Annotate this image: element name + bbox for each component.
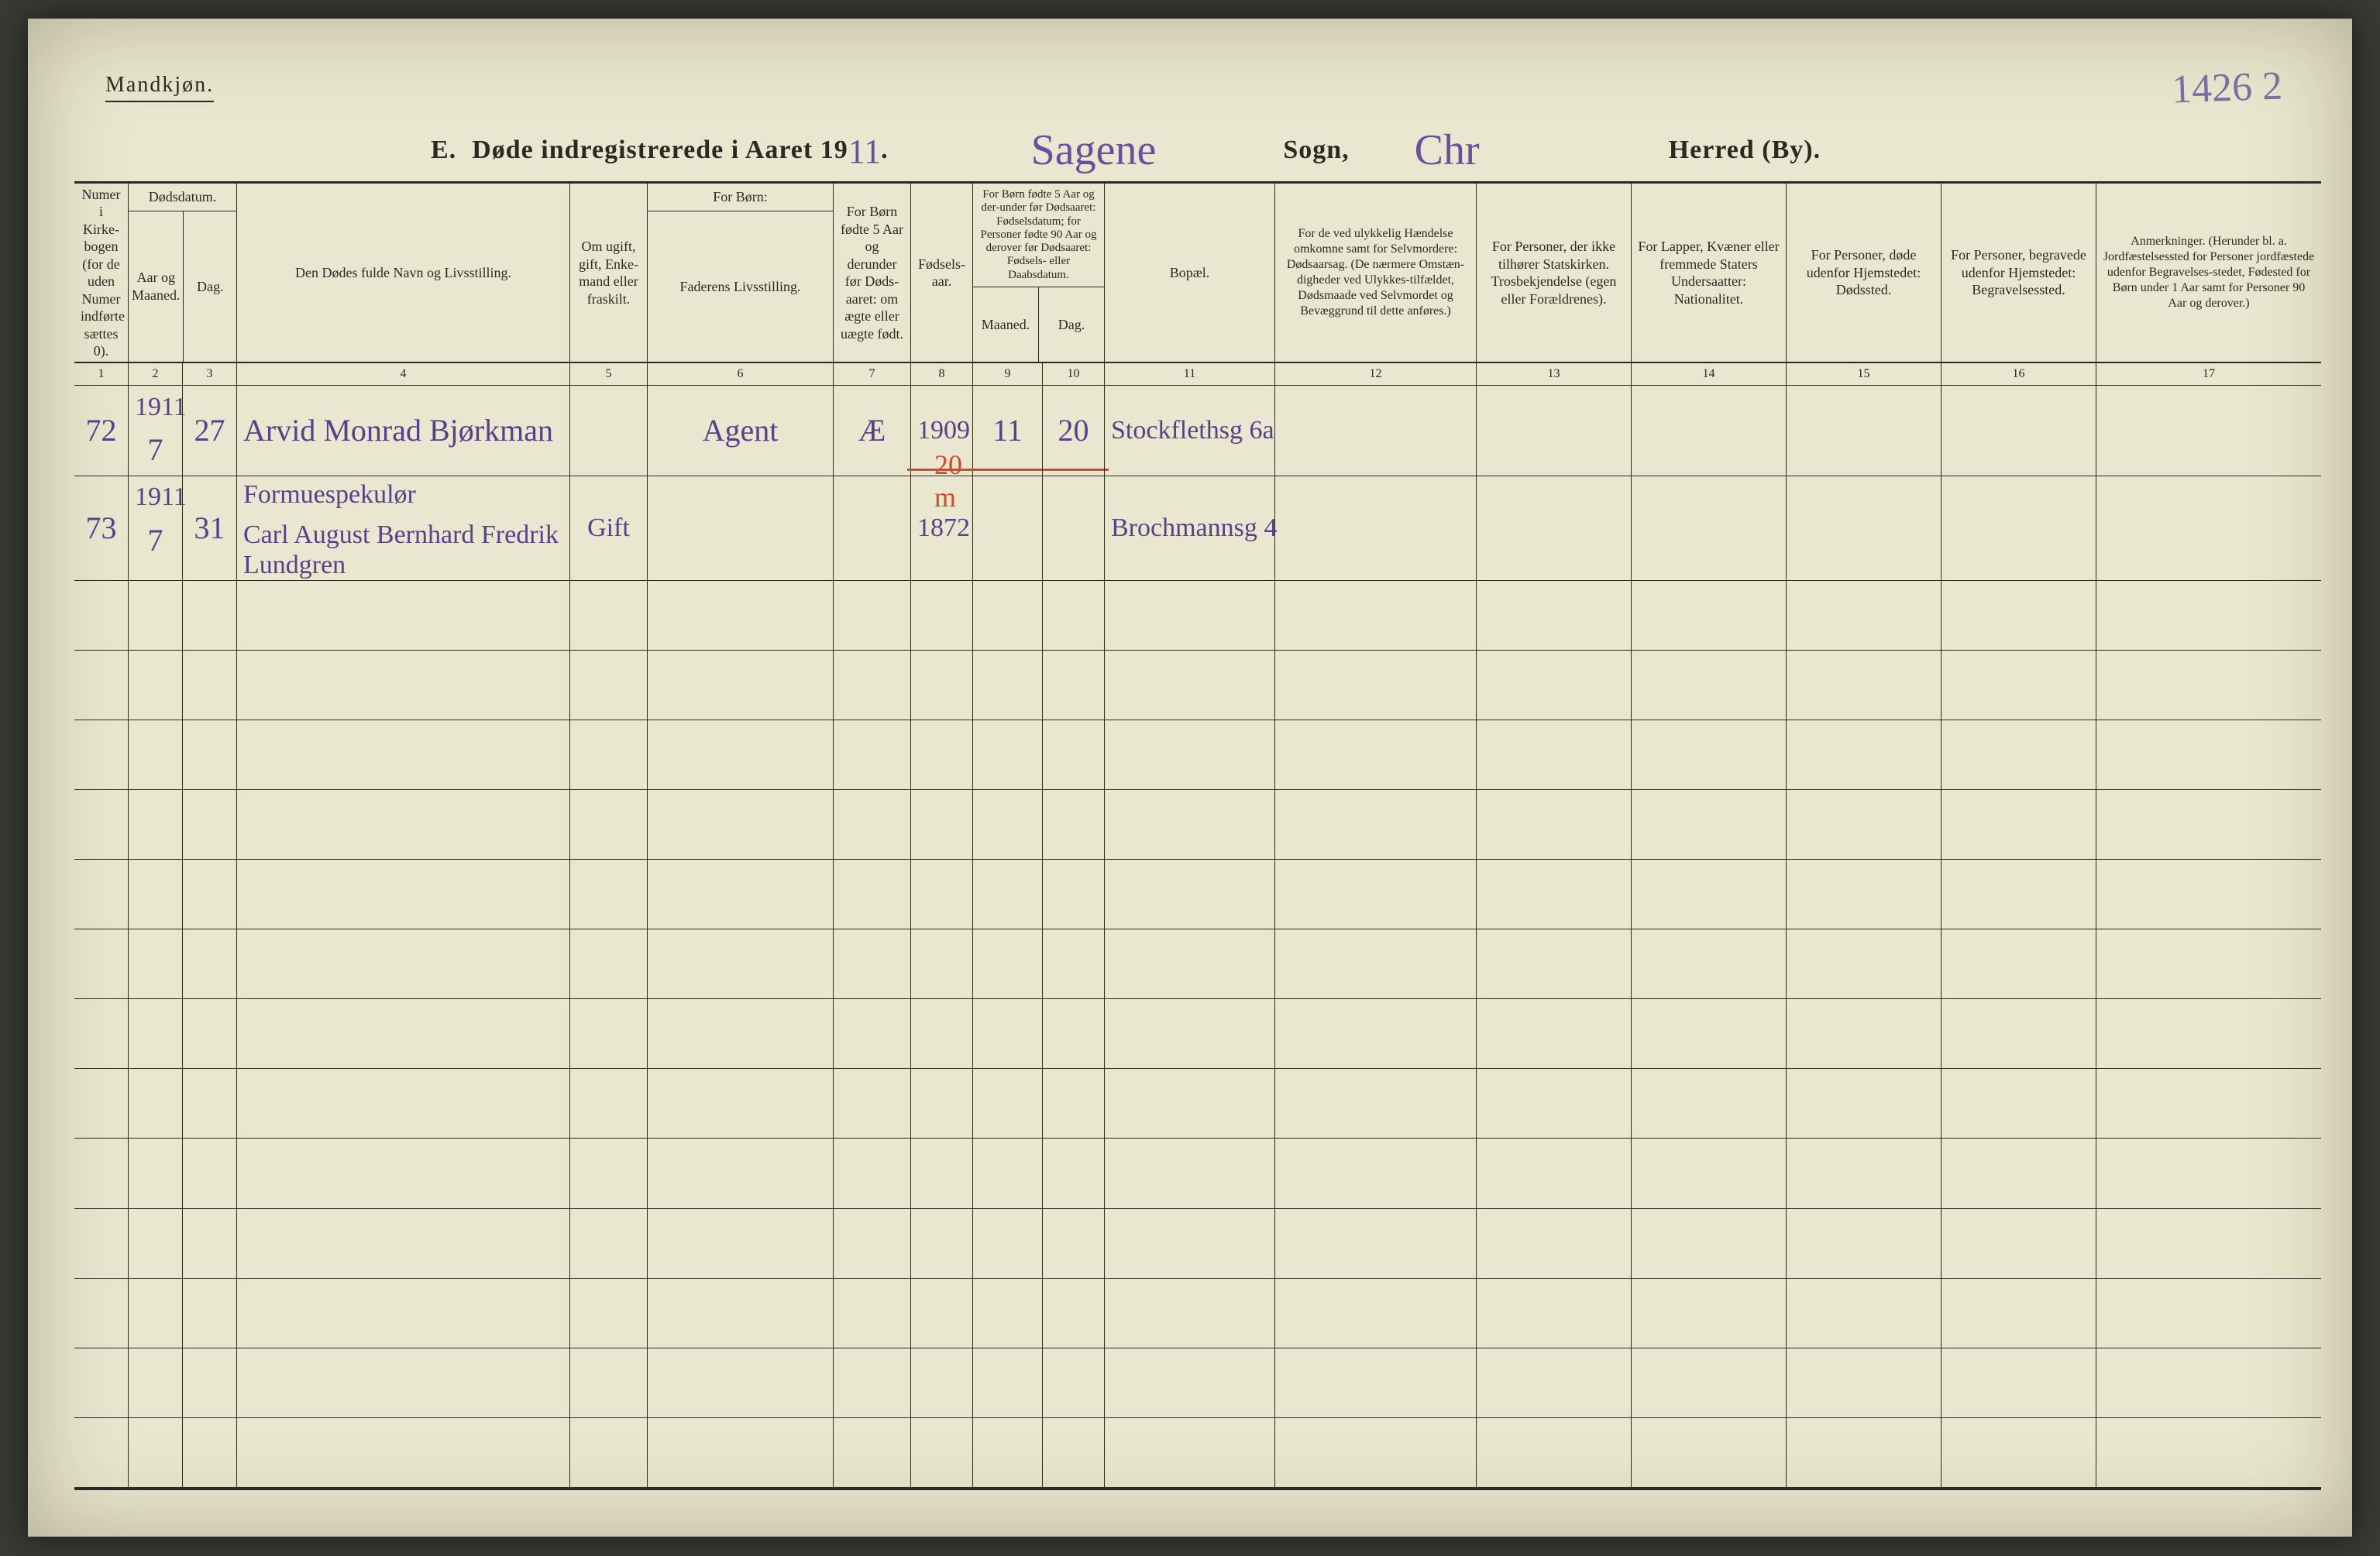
col-header-6-group: For Børn: Faderens Livsstilling. xyxy=(648,184,834,362)
title-row: E. Døde indregistrerede i Aaret 19 11 . … xyxy=(28,119,2352,173)
death-month: 7 xyxy=(135,434,176,466)
colnum-17: 17 xyxy=(2096,363,2321,385)
colnum-7: 7 xyxy=(834,363,911,385)
col-header-7: For Børn fødte 5 Aar og derunder før Død… xyxy=(834,184,911,362)
death-month: 7 xyxy=(135,524,176,557)
table-row: 72 1911 7 27 Arvid Monrad Bjørkman Agent… xyxy=(74,386,2321,476)
colnum-11: 11 xyxy=(1105,363,1275,385)
table-row-empty xyxy=(74,581,2321,651)
table-row-empty xyxy=(74,790,2321,860)
entry-number: 72 xyxy=(81,414,122,447)
col-header-1: Numer i Kirke-bogen (for de uden Numer i… xyxy=(74,184,129,362)
colnum-2: 2 xyxy=(129,363,183,385)
table-body: 72 1911 7 27 Arvid Monrad Bjørkman Agent… xyxy=(74,386,2321,1488)
birth-year: 1872 xyxy=(917,514,966,542)
colnum-5: 5 xyxy=(570,363,648,385)
colnum-9: 9 xyxy=(973,363,1043,385)
colnum-14: 14 xyxy=(1632,363,1787,385)
table-header: Numer i Kirke-bogen (for de uden Numer i… xyxy=(74,184,2321,363)
col-header-14: For Lapper, Kvæner eller fremmede Stater… xyxy=(1632,184,1787,362)
colnum-10: 10 xyxy=(1043,363,1105,385)
entry-number: 73 xyxy=(81,512,122,544)
col-header-13: For Personer, der ikke tilhører Statskir… xyxy=(1477,184,1632,362)
col-header-11: Bopæl. xyxy=(1105,184,1275,362)
col-header-4: Den Dødes fulde Navn og Livsstilling. xyxy=(237,184,570,362)
full-name: Carl August Bernhard Fredrik Lundgren xyxy=(243,520,563,580)
birth-year: 1909 xyxy=(917,417,966,445)
title-prefix: Døde indregistrerede i Aaret 19 xyxy=(472,136,848,165)
table-row-empty xyxy=(74,860,2321,929)
colnum-4: 4 xyxy=(237,363,570,385)
residence: Stockflethsg 6a xyxy=(1111,417,1268,445)
col-header-deathdate: Dødsdatum. xyxy=(129,184,236,211)
colnum-13: 13 xyxy=(1477,363,1632,385)
death-day: 27 xyxy=(189,414,230,447)
colnum-16: 16 xyxy=(1941,363,2096,385)
col-header-9-10-group: For Børn fødte 5 Aar og der-under før Dø… xyxy=(973,184,1105,362)
col-header-6-top: For Børn: xyxy=(648,184,833,211)
colnum-8: 8 xyxy=(911,363,973,385)
col-header-2: Aar og Maaned. xyxy=(129,211,184,362)
table-row-empty xyxy=(74,929,2321,999)
register-table: Numer i Kirke-bogen (for de uden Numer i… xyxy=(74,181,2321,1490)
table-row-empty xyxy=(74,720,2321,790)
residence: Brochmannsg 4 xyxy=(1111,514,1268,542)
page-number-handwritten: 1426 2 xyxy=(2171,64,2283,113)
colnum-15: 15 xyxy=(1787,363,1941,385)
title-letter: E. xyxy=(431,136,456,165)
col-header-12: For de ved ulykkelig Hændelse omkomne sa… xyxy=(1275,184,1477,362)
father-occupation: Agent xyxy=(654,414,827,447)
table-row-empty xyxy=(74,1418,2321,1488)
occupation: Formuespekulør xyxy=(243,481,563,509)
col-header-10: Dag. xyxy=(1039,287,1104,362)
col-header-17: Anmerkninger. (Herunder bl. a. Jordfæste… xyxy=(2096,184,2321,362)
herred-label: Herred (By). xyxy=(1669,136,1821,165)
register-page: Mandkjøn. 1426 2 E. Døde indregistrerede… xyxy=(28,19,2352,1537)
death-year: 1911 xyxy=(135,393,176,421)
colnum-12: 12 xyxy=(1275,363,1477,385)
col-header-8: Fødsels-aar. xyxy=(911,184,973,362)
district-hand: Chr xyxy=(1396,125,1498,175)
birth-day: 20 xyxy=(1049,414,1098,447)
table-row-empty xyxy=(74,1139,2321,1208)
table-row-empty xyxy=(74,999,2321,1069)
death-year: 1911 xyxy=(135,483,176,511)
table-row-empty xyxy=(74,1348,2321,1418)
legitimacy: Æ xyxy=(840,414,904,447)
death-day: 31 xyxy=(189,512,230,544)
title-period: . xyxy=(881,136,889,165)
col-header-2-3-group: Dødsdatum. Aar og Maaned. Dag. xyxy=(129,184,237,362)
sogn-label: Sogn, xyxy=(1283,136,1349,165)
colnum-1: 1 xyxy=(74,363,129,385)
colnum-6: 6 xyxy=(648,363,834,385)
col-header-15: For Personer, døde udenfor Hjemstedet: D… xyxy=(1787,184,1941,362)
table-row-empty xyxy=(74,1069,2321,1139)
table-row: 73 1911 7 31 Formuespekulør Carl August … xyxy=(74,476,2321,581)
colnum-3: 3 xyxy=(183,363,237,385)
col-header-6: Faderens Livsstilling. xyxy=(648,211,833,362)
birth-month: 11 xyxy=(979,414,1036,447)
col-header-9: Maaned. xyxy=(973,287,1039,362)
col-header-birthdate: For Børn fødte 5 Aar og der-under før Dø… xyxy=(973,184,1104,287)
full-name: Arvid Monrad Bjørkman xyxy=(243,414,563,447)
col-header-16: For Personer, begravede udenfor Hjemsted… xyxy=(1941,184,2096,362)
parish-hand: Sagene xyxy=(1013,125,1175,175)
gender-label: Mandkjøn. xyxy=(105,73,214,102)
marital-status: Gift xyxy=(576,514,641,542)
col-header-5: Om ugift, gift, Enke-mand eller fraskilt… xyxy=(570,184,648,362)
table-row-empty xyxy=(74,1279,2321,1348)
table-row-empty xyxy=(74,651,2321,720)
table-row-empty xyxy=(74,1209,2321,1279)
col-header-3: Dag. xyxy=(184,211,236,362)
title-year-hand: 11 xyxy=(848,132,881,171)
column-numbers: 1 2 3 4 5 6 7 8 9 10 11 12 13 14 15 16 1… xyxy=(74,363,2321,386)
